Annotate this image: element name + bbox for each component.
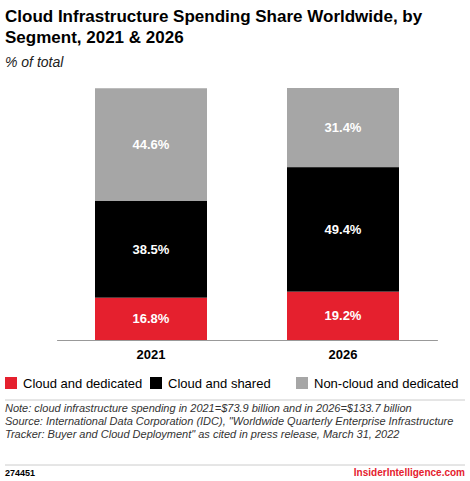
legend-swatch (5, 377, 17, 389)
tick-label: 2026 (329, 347, 358, 362)
source: Source: International Data Corporation (… (5, 415, 453, 440)
bar-segment (95, 88, 207, 200)
tick-label: 2021 (137, 347, 166, 362)
text-line: Segment, 2021 & 2026 (5, 28, 184, 47)
chart-id: 274451 (5, 468, 35, 478)
data-label: 49.4% (325, 222, 362, 237)
x-axis: 2021 2026 (57, 340, 438, 362)
tick: 2026 (329, 340, 358, 362)
legend-item: Cloud and shared (150, 376, 271, 391)
title: Cloud Infrastructure Spending Share Worl… (5, 7, 423, 47)
text-line: Source: International Data Corporation (… (5, 415, 453, 427)
bar-segment (287, 292, 399, 340)
data-label: 44.6% (133, 137, 170, 152)
bar-segment (95, 298, 207, 340)
text-line: Note: cloud infrastructure spending in 2… (5, 402, 412, 414)
legend-item: Cloud and dedicated (5, 376, 142, 391)
bar-segment (95, 201, 207, 298)
legend-label: Cloud and shared (168, 376, 271, 391)
legend-swatch (296, 377, 308, 389)
tick: 2021 (137, 340, 166, 362)
data-labels: 16.8% 19.2% 38.5% 49.4% 44.6% 31.4% (133, 120, 362, 326)
bar-segment (287, 167, 399, 291)
data-label: 19.2% (325, 308, 362, 323)
data-label: 16.8% (133, 311, 170, 326)
legend-label: Cloud and dedicated (23, 376, 142, 391)
note: Note: cloud infrastructure spending in 2… (5, 402, 412, 414)
bars (95, 88, 399, 340)
legend-swatch (150, 377, 162, 389)
legend-label: Non-cloud and dedicated (314, 376, 459, 391)
text-line: Tracker: Buyer and Cloud Deployment" as … (5, 428, 399, 440)
legend-item: Non-cloud and dedicated (296, 376, 459, 391)
bar-segment (287, 88, 399, 167)
data-label: 31.4% (325, 120, 362, 135)
data-label: 38.5% (133, 242, 170, 257)
separator (5, 465, 465, 466)
text-line: Cloud Infrastructure Spending Share Worl… (5, 7, 423, 26)
chart: Cloud Infrastructure Spending Share Worl… (0, 0, 470, 481)
brand: InsiderIntelligence.com (354, 467, 465, 478)
legend: Cloud and dedicated Cloud and shared Non-c… (5, 376, 459, 391)
axis-line (57, 340, 438, 341)
subtitle: % of total (5, 54, 64, 70)
separator (5, 400, 465, 401)
